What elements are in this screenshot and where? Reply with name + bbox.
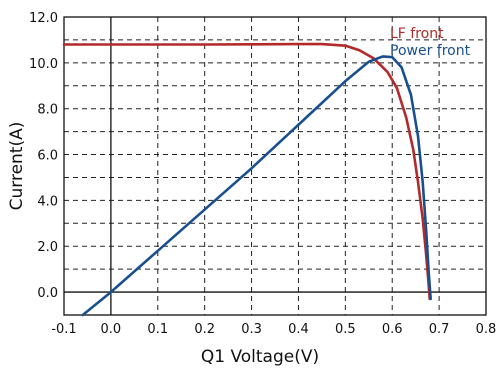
plot-area xyxy=(64,17,486,315)
series-line-lf-front xyxy=(62,42,432,301)
y-axis-title: Current(A) xyxy=(7,122,27,211)
tick-labels: -0.1 0.0 0.1 0.2 0.3 0.4 0.5 0.6 0.7 0.8 0.0 2.0 4.0… xyxy=(29,11,496,337)
x-tick-label-2: 0.1 xyxy=(147,322,168,337)
series-line-power-front xyxy=(81,55,432,317)
y-tick-label-5: 10.0 xyxy=(29,57,58,72)
x-axis-title: Q1 Voltage(V) xyxy=(201,347,319,367)
y-tick-label-1: 2.0 xyxy=(37,240,58,255)
x-tick-label-8: 0.7 xyxy=(429,322,450,337)
x-tick-label-0: -0.1 xyxy=(51,322,76,337)
x-tick-label-9: 0.8 xyxy=(476,322,497,337)
y-tick-label-4: 8.0 xyxy=(37,103,58,118)
x-tick-label-7: 0.6 xyxy=(382,322,403,337)
y-tick-label-6: 12.0 xyxy=(29,11,58,26)
series-group xyxy=(62,42,432,317)
axes xyxy=(63,16,487,316)
x-tick-label-5: 0.4 xyxy=(288,322,309,337)
y-tick-label-2: 4.0 xyxy=(37,194,58,209)
x-tick-label-6: 0.5 xyxy=(335,322,356,337)
x-tick-label-4: 0.3 xyxy=(241,322,262,337)
plot-frame xyxy=(63,16,487,316)
y-tick-label-0: 0.0 xyxy=(37,286,58,301)
grid-lines xyxy=(64,17,486,315)
x-tick-label-3: 0.2 xyxy=(194,322,215,337)
legend-power-front: Power front xyxy=(390,43,471,59)
y-tick-label-3: 6.0 xyxy=(37,149,58,164)
legend-lf-front: LF front xyxy=(390,26,444,42)
x-tick-label-1: 0.0 xyxy=(101,322,122,337)
